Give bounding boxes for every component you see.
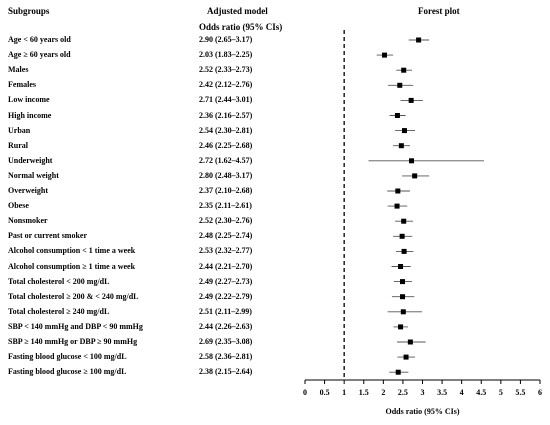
point-estimate [398,324,404,330]
subgroup-label: Total cholesterol < 200 mg/dL [8,276,110,286]
odds-ratio-value: 2.37 (2.10–2.68) [199,186,253,195]
odds-ratio-value: 2.51 (2.11–2.99) [199,306,252,316]
subgroup-label: Total cholesterol ≥ 200 & < 240 mg/dL [8,291,139,301]
x-tick-label: 2.5 [398,388,408,397]
odds-ratio-value: 2.44 (2.21–2.70) [199,261,253,271]
point-estimate [400,309,406,315]
x-tick-label: 2 [381,388,385,397]
odds-ratio-value: 2.71 (2.44–3.01) [199,95,253,105]
subgroup-label: Overweight [8,186,48,195]
odds-ratio-value: 2.36 (2.16–2.57) [199,110,253,120]
x-tick-label: 1 [342,388,346,397]
point-estimate [409,158,415,164]
point-estimate [416,37,422,43]
subgroup-label: SBP ≥ 140 mmHg or DBP ≥ 90 mmHg [8,337,138,346]
point-estimate [412,173,418,179]
point-estimate [401,218,407,224]
adjusted-model-header: Adjusted model [207,6,268,16]
subgroup-label: Age ≥ 60 years old [8,50,71,60]
subgroup-label: Males [8,65,29,75]
point-estimate [397,82,403,88]
odds-ratio-value: 2.44 (2.26–2.63) [199,321,253,331]
point-estimate [395,369,401,375]
x-tick-label: 4.5 [476,388,486,397]
odds-ratio-value: 2.49 (2.27–2.73) [199,276,253,286]
x-tick-label: 1.5 [359,388,369,397]
subgroup-label: Age < 60 years old [8,35,71,44]
subgroup-label: Fasting blood glucose ≥ 100 mg/dL [8,367,127,377]
odds-ratio-value: 2.52 (2.33–2.73) [199,65,253,75]
subgroup-label: SBP < 140 mmHg and DBP < 90 mmHg [8,321,143,331]
x-axis-label: Odds ratio (95% CIs) [385,407,459,416]
point-estimate [395,188,401,194]
point-estimate [398,143,404,149]
odds-ratio-value: 2.49 (2.22–2.79) [199,291,253,301]
subgroup-label: Underweight [8,155,53,165]
subgroup-label: Alcohol consumption ≥ 1 time a week [8,261,136,271]
x-tick-label: 0.5 [320,388,330,397]
subgroup-label: Nonsmoker [8,216,48,226]
subgroup-label: Past or current smoker [8,231,88,241]
odds-ratio-value: 2.03 (1.83–2.25) [199,50,253,60]
odds-ratio-value: 2.46 (2.25–2.68) [199,140,253,150]
point-estimate [401,248,407,254]
point-estimate [408,97,414,103]
x-tick-label: 3 [421,388,425,397]
subgroup-label: Alcohol consumption < 1 time a week [8,246,136,256]
odds-ratio-value: 2.52 (2.30–2.76) [199,216,253,226]
subgroup-label: Urban [8,125,31,135]
point-estimate [394,113,400,118]
odds-ratio-value: 2.35 (2.11–2.61) [199,201,252,211]
point-estimate [400,294,406,300]
odds-ratio-value: 2.42 (2.12–2.76) [199,80,253,90]
point-estimate [399,233,405,239]
x-tick-label: 3.5 [437,388,447,397]
subgroup-label: Females [8,80,36,90]
x-tick-label: 5.5 [515,388,525,397]
x-tick-label: 5 [499,388,503,397]
x-tick-label: 0 [303,388,307,397]
odds-ratio-value: 2.69 (2.35–3.08) [199,337,253,346]
subgroup-label: High income [8,110,52,120]
odds-ratio-value: 2.58 (2.36–2.81) [199,352,253,362]
forest-plot-header: Forest plot [418,6,460,16]
point-estimate [401,67,407,73]
point-estimate [401,128,407,134]
subgroup-label: Fasting blood glucose < 100 mg/dL [8,352,127,362]
odds-ratio-value: 2.53 (2.32–2.77) [199,246,253,256]
point-estimate [394,203,400,209]
odds-ratio-value: 2.90 (2.65–3.17) [199,35,253,44]
odds-ratio-column-header: Odds ratio (95% CIs) [199,22,283,32]
odds-ratio-value: 2.48 (2.25–2.74) [199,231,253,241]
point-estimate [382,52,388,58]
subgroups-header: Subgroups [8,6,50,16]
odds-ratio-value: 2.38 (2.15–2.64) [199,367,253,377]
subgroup-label: Normal weight [8,170,59,180]
odds-ratio-value: 2.72 (1.62–4.57) [199,155,253,165]
subgroup-label: Total cholesterol ≥ 240 mg/dL [8,306,110,316]
point-estimate [403,354,409,360]
subgroup-label: Low income [8,95,50,105]
subgroup-label: Rural [8,140,28,150]
x-tick-label: 6 [538,388,542,397]
point-estimate [400,279,406,285]
odds-ratio-value: 2.80 (2.48–3.17) [199,170,253,180]
point-estimate [407,339,413,345]
x-tick-label: 4 [460,388,464,397]
subgroup-label: Obese [8,201,29,211]
point-estimate [398,264,404,269]
odds-ratio-value: 2.54 (2.30–2.81) [199,125,253,135]
